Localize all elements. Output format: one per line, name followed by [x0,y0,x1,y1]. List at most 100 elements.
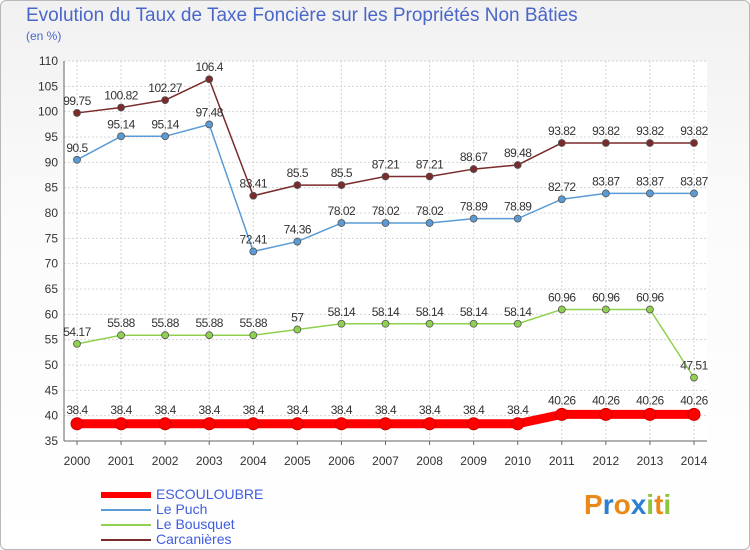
data-label-le-puch: 95.14 [107,117,135,131]
data-point-le-puch [293,237,302,246]
x-tick-label: 2001 [108,454,135,468]
proxiti-logo: Proxiti [584,489,671,521]
data-label-le-bousquet: 55.88 [240,316,268,330]
data-label-carcani-res: 93.82 [548,124,576,138]
x-tick-label: 2011 [549,454,575,468]
data-label-le-bousquet: 57 [291,311,304,325]
data-point-le-bousquet [425,319,434,328]
data-label-carcani-res: 93.82 [592,124,620,138]
data-point-escouloubre [423,417,437,431]
x-tick-label: 2002 [152,454,179,468]
data-point-le-puch [161,132,170,141]
data-point-le-bousquet [557,305,566,314]
data-label-le-puch: 78.89 [460,200,488,214]
data-point-le-bousquet [337,319,346,328]
data-label-le-puch: 78.02 [416,204,444,218]
data-label-carcani-res: 100.82 [104,89,139,103]
data-point-carcani-res [425,172,434,181]
data-point-escouloubre [643,407,657,421]
data-label-escouloubre: 38.4 [419,403,441,417]
data-point-escouloubre [555,407,569,421]
data-label-carcani-res: 106.4 [195,60,223,74]
x-tick-label: 2004 [240,454,267,468]
x-tick-label: 2005 [284,454,311,468]
x-tick-label: 2003 [196,454,223,468]
data-point-carcani-res [381,172,390,181]
data-label-le-puch: 97.48 [195,105,223,119]
y-tick-label: 95 [45,130,59,144]
data-point-carcani-res [117,103,125,112]
data-point-escouloubre [334,417,348,431]
legend-swatch [101,492,151,498]
logo-letter: o [613,489,631,520]
data-point-carcani-res [249,191,258,200]
data-label-le-bousquet: 58.14 [328,305,356,319]
data-point-carcani-res [293,181,302,190]
data-point-escouloubre [290,417,304,431]
data-point-escouloubre [70,417,84,431]
x-tick-label: 2000 [64,454,91,468]
data-label-le-bousquet: 54.17 [63,325,91,339]
y-tick-label: 70 [45,257,59,271]
logo-letter: t [654,489,664,520]
data-point-le-bousquet [513,319,522,328]
data-point-le-puch [557,195,566,204]
data-label-le-puch: 78.02 [372,204,400,218]
data-label-carcani-res: 99.75 [63,94,91,108]
data-point-le-puch [337,219,346,227]
data-label-escouloubre: 38.4 [110,403,132,417]
data-point-escouloubre [687,407,701,421]
data-point-le-puch [646,189,654,198]
data-label-carcani-res: 85.5 [287,166,309,180]
data-point-carcani-res [205,75,214,84]
data-point-escouloubre [467,417,481,431]
data-label-le-bousquet: 55.88 [151,316,179,330]
logo-letter: i [646,489,655,520]
data-label-carcani-res: 93.82 [636,124,664,138]
data-label-escouloubre: 38.4 [463,403,485,417]
legend-swatch [101,524,151,526]
data-label-escouloubre: 40.26 [680,393,708,407]
data-label-escouloubre: 40.26 [636,393,664,407]
data-point-le-bousquet [249,331,258,340]
data-point-carcani-res [557,139,566,147]
data-point-escouloubre [246,417,260,431]
legend-swatch [101,539,151,541]
data-label-le-bousquet: 58.14 [416,305,444,319]
x-tick-label: 2013 [637,454,664,468]
y-tick-label: 105 [38,79,58,93]
data-label-le-puch: 83.87 [592,174,620,188]
data-label-le-puch: 72.41 [240,232,268,246]
data-label-le-puch: 78.89 [504,200,532,214]
logo-letter: r [602,489,614,520]
data-point-le-bousquet [73,339,81,348]
data-label-le-puch: 95.14 [151,117,179,131]
x-tick-label: 2008 [416,454,443,468]
data-point-le-bousquet [601,305,610,314]
data-label-le-bousquet: 55.88 [195,316,223,330]
x-tick-label: 2010 [504,454,531,468]
y-tick-label: 35 [45,434,59,448]
data-label-carcani-res: 85.5 [331,166,353,180]
data-point-carcani-res [469,165,478,173]
data-label-le-bousquet: 58.14 [504,305,532,319]
y-tick-label: 85 [45,181,59,195]
data-label-le-bousquet: 60.96 [636,290,664,304]
data-point-le-bousquet [469,319,478,328]
x-tick-label: 2012 [593,454,620,468]
y-tick-label: 45 [45,383,59,397]
legend-label: Le Puch [156,501,208,517]
data-label-carcani-res: 87.21 [372,157,400,171]
data-label-carcani-res: 102.27 [148,81,183,95]
data-point-le-bousquet [690,373,698,382]
legend-swatch [101,509,151,511]
legend-label: Le Bousquet [156,516,235,532]
data-label-carcani-res: 83.41 [240,177,268,191]
data-point-escouloubre [114,417,128,431]
data-point-le-bousquet [646,305,654,314]
data-label-escouloubre: 38.4 [507,403,529,417]
y-tick-label: 110 [39,54,58,68]
data-label-le-puch: 83.87 [636,174,664,188]
y-tick-label: 55 [45,333,59,347]
